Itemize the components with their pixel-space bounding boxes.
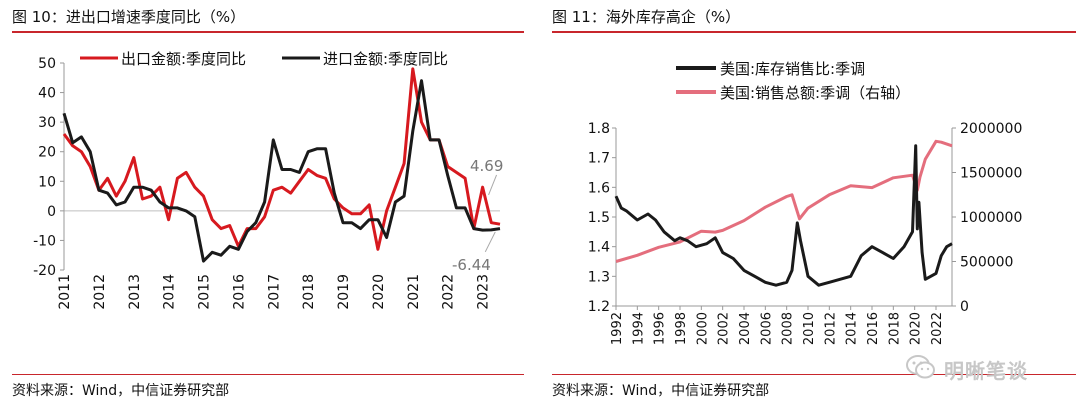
y-tick-label: 50 [38,56,56,72]
x-tick-label: 2012 [823,312,838,345]
x-tick-label: 2012 [92,274,108,310]
y-tick-label: 30 [38,115,56,131]
annotation-label: -6.44 [452,256,491,274]
x-tick-label: 2021 [406,274,422,310]
annotation-label: 4.69 [470,157,503,175]
y-tick-label: 1.5 [588,210,610,226]
x-tick-label: 2019 [336,274,352,310]
right-chart: 1.8 1.7 1.6 1.5 1.4 1.3 1.2 2000000 1500000 10000… [588,60,1023,345]
import-growth-line [62,79,501,263]
legend-label-total-sales: 美国:销售总额:季调（右轴） [720,84,910,102]
x-tick-label: 2022 [930,312,945,345]
wechat-icon [906,355,935,379]
y-tick-label: 20 [38,145,56,161]
left-panel: 图 10：进出口增速季度同比（%） 50 40 30 20 10 0 -10 -20 2011 2… [0,0,530,414]
x-tick-label: 2017 [266,274,282,310]
x-tick-label: 2004 [738,312,753,345]
right-title-rule [552,31,1076,33]
x-tick-label: 2015 [197,274,213,310]
y2-tick-label: 2000000 [960,121,1022,137]
left-title-rule [12,31,524,33]
x-tick-label: 2016 [866,312,881,345]
x-tick-label: 2006 [759,312,774,345]
y-tick-label: 10 [38,174,56,190]
y-tick-label: 1.8 [588,121,610,137]
x-tick-label: 2022 [441,274,457,310]
x-tick-label: 2023 [476,274,492,310]
y2-tick-label: 1500000 [960,166,1022,182]
inventory-sales-ratio-line [614,144,953,287]
right-source: 资料来源：Wind，中信证券研究部 [552,383,770,399]
x-tick-label: 1998 [674,312,689,345]
y2-tick-label: 1000000 [960,210,1022,226]
x-tick-label: 2016 [231,274,247,310]
y-tick-label: 1.6 [588,180,610,196]
x-tick-label: 1996 [653,312,668,345]
legend-label-inventory-ratio: 美国:库存销售比:季调 [720,60,865,78]
x-tick-label: 2008 [781,312,796,345]
legend-label-export: 出口金额:季度同比 [121,50,246,68]
total-sales-line [615,139,953,263]
export-growth-line [62,67,501,251]
callout-line [484,231,496,253]
x-tick-label: 2002 [717,312,732,345]
y-tick-label: 1.4 [588,240,610,256]
y2-tick-label: 0 [960,299,969,315]
x-tick-label: 2000 [695,312,710,345]
left-source-rule [12,374,524,375]
right-figure-title: 图 11：海外库存高企（%） [552,8,741,26]
x-tick-label: 2010 [802,312,817,345]
watermark: 明晰笔谈 [906,351,1066,385]
legend-label-import: 进口金额:季度同比 [323,50,448,68]
y-tick-label: 40 [38,86,56,102]
x-tick-label: 2014 [845,312,860,345]
watermark-text: 明晰笔谈 [944,359,1028,383]
left-source: 资料来源：Wind，中信证券研究部 [12,383,230,399]
x-tick-label: 1992 [610,312,625,345]
x-tick-label: 1994 [631,312,646,345]
y-tick-label: 1.3 [588,269,610,285]
y2-tick-label: 500000 [960,255,1013,271]
right-panel: 图 11：海外库存高企（%） 1.8 1.7 1.6 1.5 1.4 1.3 1.2 2000… [548,0,1080,414]
x-tick-label: 2020 [909,312,924,345]
right-source-rule [552,374,1076,375]
y-tick-label: 1.7 [588,151,610,167]
y-tick-label: -10 [33,233,56,249]
callout-line [488,174,498,196]
x-tick-label: 2018 [887,312,902,345]
y-tick-label: -20 [33,263,56,279]
x-tick-label: 2018 [301,274,317,310]
y-tick-label: 1.2 [588,299,610,315]
x-tick-label: 2013 [127,274,143,310]
x-tick-label: 2020 [371,274,387,310]
x-tick-label: 2014 [162,274,178,310]
y-tick-label: 0 [47,204,56,220]
left-figure-title: 图 10：进出口增速季度同比（%） [12,8,246,26]
x-tick-label: 2011 [57,274,73,310]
